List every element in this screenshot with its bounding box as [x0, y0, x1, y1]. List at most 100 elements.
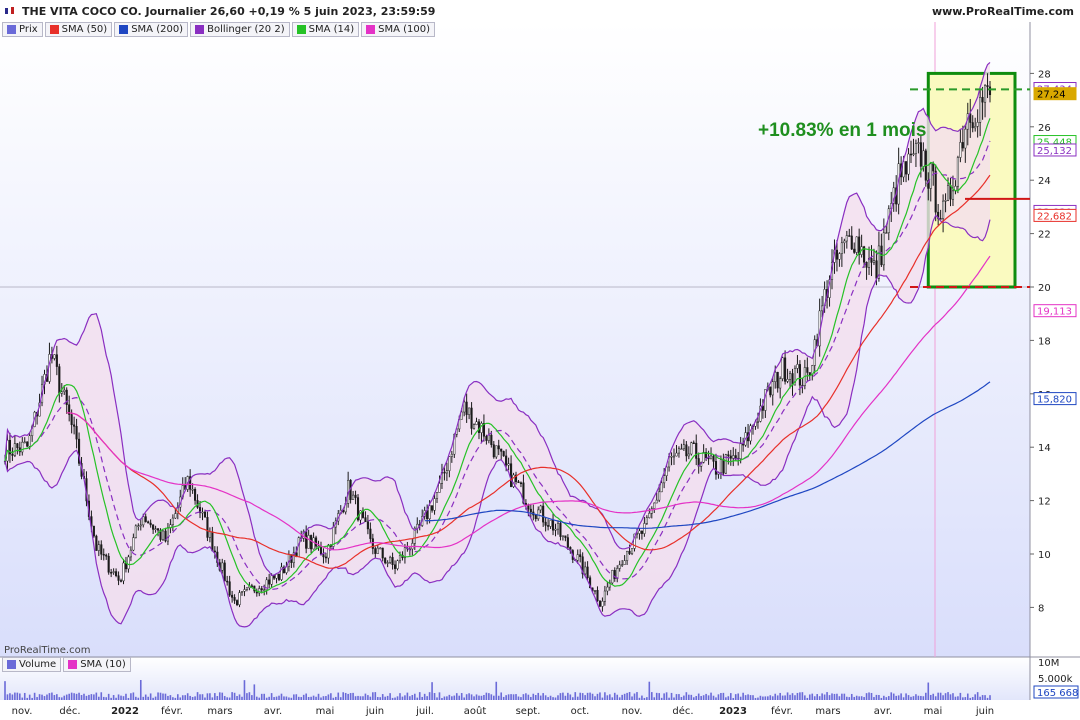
legend-item-2[interactable]: SMA (200)	[114, 22, 189, 37]
candle-body	[877, 245, 880, 279]
volume-bar	[23, 692, 26, 700]
volume-bar	[14, 692, 16, 700]
volume-bar	[776, 695, 779, 700]
candle-body	[865, 262, 868, 268]
candle-body	[914, 143, 917, 154]
volume-bar	[58, 697, 61, 700]
volume-bar	[925, 692, 927, 700]
volume-bar	[613, 692, 616, 700]
volume-bar	[700, 696, 702, 700]
y-tick-label: 8	[1038, 603, 1044, 614]
volume-bar	[631, 696, 633, 700]
volume-bar	[246, 693, 248, 700]
candle-body	[519, 482, 523, 484]
candle-body	[292, 552, 295, 563]
volume-bar	[517, 696, 520, 700]
legend-item-4[interactable]: SMA (14)	[291, 22, 360, 37]
volume-bar	[112, 695, 115, 700]
volume-bar	[678, 694, 680, 700]
volume-legend-item-1[interactable]: SMA (10)	[63, 657, 131, 672]
candle-body	[154, 528, 157, 530]
candle-body	[270, 575, 273, 585]
volume-bar	[562, 692, 564, 700]
legend-item-3[interactable]: Bollinger (20 2)	[190, 22, 290, 37]
volume-bar	[522, 694, 525, 700]
volume-bar	[742, 692, 744, 700]
candle-body	[132, 537, 135, 551]
volume-bar	[223, 696, 226, 700]
candle-body	[776, 371, 779, 389]
volume-bar	[485, 692, 488, 700]
volume-bar	[325, 696, 327, 700]
volume-bar	[431, 682, 433, 700]
candle-body	[55, 354, 58, 367]
legend-item-5[interactable]: SMA (100)	[361, 22, 436, 37]
volume-bar	[478, 695, 480, 700]
candle-body	[105, 554, 108, 557]
volume-bar	[557, 695, 559, 700]
volume-bar	[897, 695, 900, 700]
legend-swatch-icon	[366, 25, 376, 34]
volume-bar	[43, 696, 46, 700]
volume-bar	[621, 694, 623, 700]
volume-bar	[591, 693, 594, 700]
volume-bar	[260, 693, 263, 700]
candle-body	[398, 554, 402, 562]
volume-bar	[601, 697, 604, 700]
volume-bar	[981, 695, 984, 700]
volume-bar	[850, 693, 853, 700]
volume-legend-item-0[interactable]: Volume	[2, 657, 62, 672]
volume-bar	[710, 692, 712, 700]
candle-body	[660, 482, 663, 493]
candle-body	[542, 505, 545, 523]
volume-bar	[144, 694, 147, 700]
volume-bar	[969, 697, 972, 700]
volume-bar	[796, 692, 799, 700]
volume-bar	[253, 684, 256, 700]
volume-bar	[406, 692, 409, 700]
candle-body	[658, 491, 661, 501]
volume-bar	[868, 692, 870, 700]
volume-bar	[542, 693, 544, 700]
candle-body	[714, 461, 718, 475]
candle-body	[11, 453, 14, 456]
volume-bar	[905, 693, 907, 700]
candle-body	[566, 537, 569, 548]
candle-body	[719, 459, 722, 473]
legend-item-0[interactable]: Prix	[2, 22, 43, 37]
volume-bar	[675, 694, 678, 700]
volume-bar	[177, 694, 179, 700]
volume-bar	[586, 692, 589, 700]
candle-body	[139, 524, 142, 527]
candle-body	[971, 122, 974, 129]
candle-body	[386, 562, 389, 564]
candle-body	[322, 554, 325, 558]
volume-bar	[196, 692, 199, 700]
volume-bar	[505, 695, 507, 700]
site-url[interactable]: www.ProRealTime.com	[931, 5, 1074, 18]
volume-bar	[688, 694, 690, 700]
candle-body	[208, 531, 211, 538]
volume-bar	[853, 696, 856, 700]
volume-bar	[599, 692, 601, 700]
x-tick-label: mai	[924, 706, 943, 717]
volume-bar	[95, 692, 98, 700]
volume-bar	[722, 692, 725, 700]
volume-bar	[337, 692, 340, 700]
candle-body	[226, 580, 229, 583]
volume-bar	[952, 693, 954, 700]
volume-legend: Volume SMA (10)	[2, 657, 131, 672]
candle-body	[157, 528, 160, 531]
volume-bar	[102, 696, 105, 700]
volume-bar	[386, 695, 389, 700]
candle-body	[808, 372, 811, 376]
sma50-line	[66, 174, 991, 569]
volume-bar	[717, 694, 720, 700]
legend-item-1[interactable]: SMA (50)	[44, 22, 113, 37]
volume-bar	[799, 692, 801, 700]
candle-body	[946, 185, 950, 201]
volume-bar	[453, 695, 456, 700]
candle-body	[650, 508, 653, 514]
volume-bar	[117, 694, 120, 700]
candle-body	[655, 499, 658, 504]
